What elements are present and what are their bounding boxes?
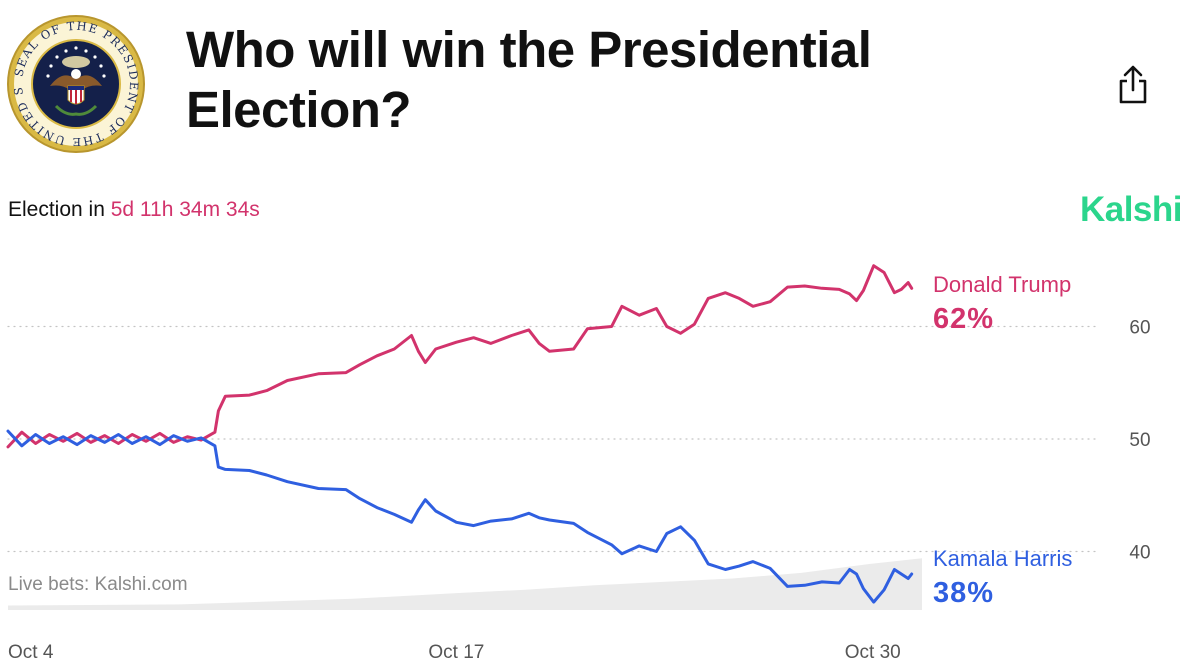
x-axis-labels: Oct 4 Oct 17 Oct 30 [8,642,901,663]
share-icon[interactable] [1116,64,1150,106]
countdown-label: Election in [8,198,105,221]
title-line-1: Who will win the Presidential [186,21,872,78]
gridlines [7,325,1099,553]
chart-watermark: Live bets: Kalshi.com [8,574,188,595]
series-name-label: Kamala Harris [933,546,1072,571]
y-tick-label: 60 [1129,318,1150,339]
presidential-seal: SEAL OF THE PRESIDENT OF THE UNITED STAT… [6,14,145,153]
volume-area [8,558,922,610]
y-tick-label: 40 [1129,543,1150,564]
x-tick-label: Oct 17 [428,642,484,663]
page-title: Who will win the Presidential Election? [186,20,1046,140]
series-line-kamala-harris [6,429,914,604]
series-name-label: Donald Trump [933,272,1071,297]
series-value-label: 38% [933,577,994,609]
x-tick-label: Oct 30 [845,642,901,663]
series-value-label: 62% [933,303,994,335]
kalshi-logo[interactable]: Kalshi [1079,190,1183,229]
y-axis-labels: 60 50 40 [1129,318,1150,564]
y-tick-label: 50 [1129,430,1150,451]
series-lines [6,264,914,604]
countdown-timer: 5d 11h 34m 34s [110,198,260,221]
election-countdown: Election in 5d 11h 34m 34s [8,198,260,222]
title-line-2: Election? [186,81,412,138]
x-tick-label: Oct 4 [8,642,54,663]
series-line-donald-trump [6,264,914,449]
series-labels: Donald Trump 62% Kamala Harris 38% [933,272,1072,609]
